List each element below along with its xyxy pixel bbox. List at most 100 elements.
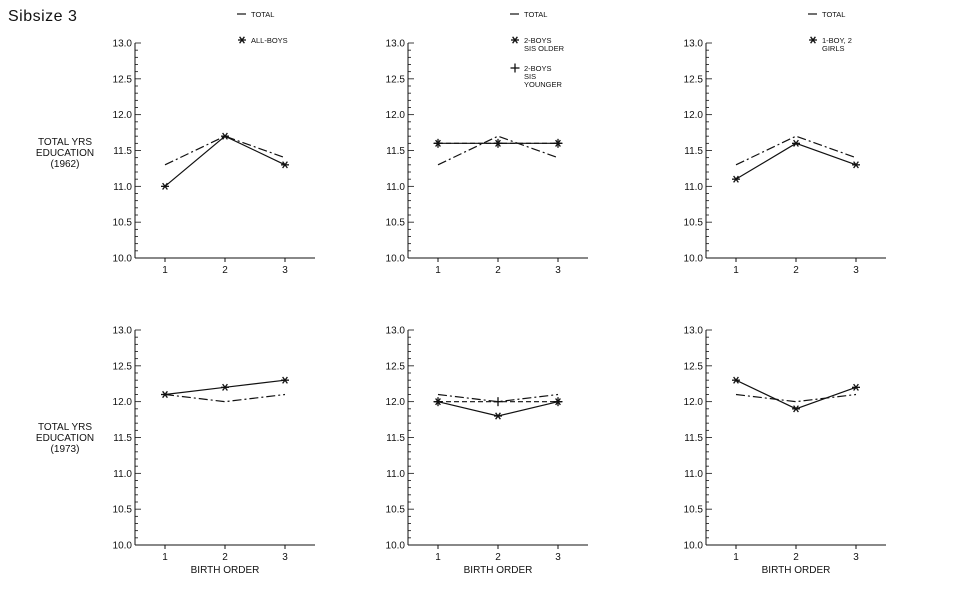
data-point-plus bbox=[433, 138, 443, 148]
data-point-star bbox=[221, 132, 229, 140]
x-tick-label: 1 bbox=[162, 552, 168, 563]
data-point-star bbox=[221, 383, 229, 391]
x-tick-label: 2 bbox=[222, 552, 228, 563]
legend-label: 2-BOYS bbox=[524, 36, 552, 45]
y-tick-label: 12.5 bbox=[113, 361, 133, 372]
series-line bbox=[164, 135, 286, 166]
y-tick-label: 12.5 bbox=[684, 361, 704, 372]
legend-label: SIS bbox=[524, 72, 536, 81]
legend-label: TOTAL bbox=[251, 10, 274, 19]
x-axis-label: BIRTH ORDER bbox=[762, 565, 831, 576]
y-tick-label: 11.0 bbox=[113, 182, 132, 193]
y-tick-label: 11.5 bbox=[386, 433, 405, 444]
x-tick-label: 3 bbox=[853, 265, 859, 276]
y-tick-label: 13.0 bbox=[684, 39, 704, 50]
chart-panel-6: 10.0 10.5 11.0 11.5 12.0 12.5 13.0 1 2 3 BIRTH ORD… bbox=[684, 326, 886, 576]
x-tick-label: 3 bbox=[853, 552, 859, 563]
x-tick-label: 2 bbox=[793, 265, 799, 276]
star-marker-stroke bbox=[239, 36, 245, 44]
data-point-star bbox=[732, 175, 740, 183]
page-title: Sibsize 3 bbox=[8, 8, 78, 25]
x-tick-label: 2 bbox=[222, 265, 228, 276]
chart-panel-3: 10.0 10.5 11.0 11.5 12.0 12.5 13.0 1 2 3 TOTAL 1-BO… bbox=[684, 10, 886, 276]
star-marker-stroke bbox=[222, 132, 228, 140]
x-tick-label: 2 bbox=[495, 265, 501, 276]
star-marker-stroke bbox=[810, 36, 816, 44]
y-tick-label: 12.5 bbox=[386, 74, 406, 85]
data-point-star bbox=[792, 405, 800, 413]
chart-panel-4: 10.0 10.5 11.0 11.5 12.0 12.5 13.0 1 2 3 BIRTH ORD… bbox=[113, 326, 315, 576]
y-tick-label: 11.0 bbox=[684, 182, 703, 193]
y-tick-label: 12.5 bbox=[386, 361, 406, 372]
x-axis-label: BIRTH ORDER bbox=[191, 565, 260, 576]
y-tick-label: 11.5 bbox=[684, 146, 703, 157]
y-tick-label: 11.0 bbox=[684, 469, 703, 480]
series-line bbox=[735, 393, 857, 403]
x-tick-label: 2 bbox=[495, 552, 501, 563]
x-tick-label: 2 bbox=[793, 552, 799, 563]
y-tick-label: 10.5 bbox=[684, 505, 704, 516]
star-marker-stroke bbox=[512, 36, 518, 44]
y-tick-label: 11.5 bbox=[113, 433, 132, 444]
y-tick-label: 10.5 bbox=[386, 218, 406, 229]
chart-panel-1: 10.0 10.5 11.0 11.5 12.0 12.5 13.0 1 2 3 TOTAL ALL-… bbox=[113, 10, 315, 276]
y-tick-label: 10.0 bbox=[684, 541, 704, 552]
star-marker-stroke bbox=[853, 383, 859, 391]
y-tick-label: 10.0 bbox=[386, 254, 406, 265]
y-tick-label: 12.0 bbox=[386, 397, 406, 408]
star-marker-stroke bbox=[282, 376, 288, 384]
y-tick-label: 10.0 bbox=[113, 541, 133, 552]
y-tick-label: 12.5 bbox=[113, 74, 133, 85]
star-marker-stroke bbox=[853, 161, 859, 169]
x-tick-label: 1 bbox=[435, 265, 441, 276]
y-tick-label: 11.0 bbox=[386, 469, 405, 480]
row-label-line: TOTAL YRS bbox=[37, 137, 93, 148]
data-point-star bbox=[161, 390, 169, 399]
y-tick-label: 10.5 bbox=[684, 218, 704, 229]
star-marker-stroke bbox=[282, 161, 288, 169]
row-label-line: (1973) bbox=[50, 444, 80, 455]
star-marker-stroke bbox=[793, 139, 799, 147]
x-tick-label: 3 bbox=[282, 265, 288, 276]
data-point-star bbox=[732, 376, 740, 384]
legend-swatch-star bbox=[238, 36, 246, 44]
data-point-plus bbox=[553, 397, 563, 407]
data-point-star bbox=[161, 182, 169, 190]
series-line bbox=[735, 135, 857, 166]
star-marker-stroke bbox=[222, 383, 228, 391]
y-tick-label: 12.0 bbox=[684, 397, 704, 408]
data-point-plus bbox=[493, 138, 503, 148]
star-marker-stroke bbox=[495, 412, 501, 420]
row-label-line: (1962) bbox=[50, 159, 80, 170]
x-tick-label: 3 bbox=[282, 552, 288, 563]
series-line bbox=[735, 142, 857, 180]
legend-label: ALL-BOYS bbox=[251, 36, 288, 45]
data-point-star bbox=[281, 376, 289, 384]
y-tick-label: 10.0 bbox=[386, 541, 406, 552]
star-marker-stroke bbox=[733, 376, 739, 384]
data-point-plus bbox=[433, 397, 443, 407]
y-tick-label: 10.5 bbox=[113, 505, 133, 516]
row-label-line: EDUCATION bbox=[35, 433, 95, 444]
x-tick-label: 1 bbox=[733, 552, 739, 563]
y-tick-label: 13.0 bbox=[386, 39, 406, 50]
legend-label: SIS OLDER bbox=[524, 44, 565, 53]
data-point-star bbox=[792, 139, 800, 147]
x-tick-label: 3 bbox=[555, 552, 561, 563]
y-tick-label: 10.5 bbox=[386, 505, 406, 516]
x-axis-label: BIRTH ORDER bbox=[464, 565, 533, 576]
legend-label: 2-BOYS bbox=[524, 64, 552, 73]
row-label-line: EDUCATION bbox=[35, 148, 95, 159]
chart-panel-5: 10.0 10.5 11.0 11.5 12.0 12.5 13.0 1 2 3 BIRTH ORD… bbox=[386, 326, 588, 576]
series-line bbox=[437, 135, 559, 166]
series-line bbox=[164, 135, 286, 187]
row-label-1962: TOTAL YRS EDUCATION (1962) bbox=[15, 137, 115, 170]
x-tick-label: 1 bbox=[435, 552, 441, 563]
y-tick-label: 11.0 bbox=[386, 182, 405, 193]
legend-label: TOTAL bbox=[822, 10, 845, 19]
star-marker-stroke bbox=[162, 182, 168, 190]
data-point-star bbox=[852, 161, 860, 169]
y-tick-label: 13.0 bbox=[386, 326, 406, 337]
y-tick-label: 13.0 bbox=[113, 39, 133, 50]
